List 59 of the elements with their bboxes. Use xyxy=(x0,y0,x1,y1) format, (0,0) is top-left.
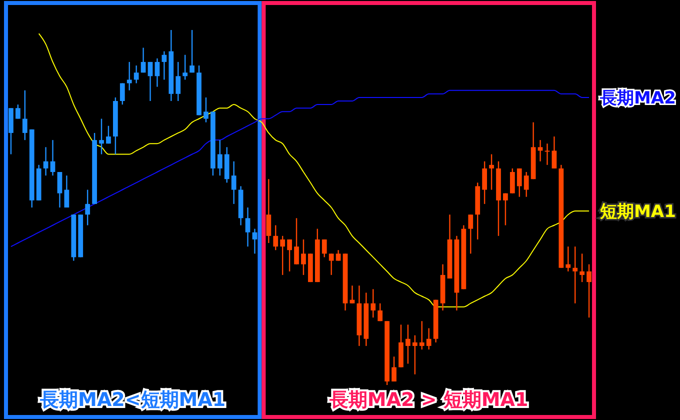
candlestick xyxy=(64,174,70,208)
candlestick xyxy=(50,139,56,176)
candlestick xyxy=(134,64,139,84)
candlestick xyxy=(586,264,592,318)
candlestick xyxy=(140,47,146,74)
candlestick xyxy=(552,136,557,170)
candlestick xyxy=(503,192,508,226)
candlestick xyxy=(328,253,334,276)
candlestick xyxy=(148,61,153,102)
candlestick xyxy=(154,58,160,88)
candlestick xyxy=(126,61,132,91)
series-label: 短期MA1 xyxy=(599,202,676,222)
candlestick xyxy=(280,235,286,276)
candlestick xyxy=(566,246,571,272)
candlestick xyxy=(182,54,188,80)
candlestick xyxy=(273,224,278,251)
candlestick xyxy=(350,285,355,304)
candlestick xyxy=(85,189,90,226)
candlestick xyxy=(106,125,111,144)
text: 長期MA2<短期MA1 xyxy=(39,389,226,411)
candlestick xyxy=(572,246,578,304)
candlestick xyxy=(217,139,222,176)
candlestick xyxy=(510,168,515,194)
candlestick xyxy=(99,118,104,155)
candlestick xyxy=(524,171,529,198)
candlestick xyxy=(266,178,272,244)
candlestick xyxy=(120,82,125,106)
candlestick xyxy=(412,334,418,375)
candlestick xyxy=(538,139,543,162)
candlestick xyxy=(370,288,376,318)
candlestick xyxy=(544,143,550,166)
candlestick xyxy=(489,154,494,190)
candlestick xyxy=(162,50,167,80)
candlestick xyxy=(482,160,487,205)
candlestick xyxy=(336,250,341,262)
candlestick xyxy=(245,206,250,248)
candlestick xyxy=(419,320,424,350)
series-label: 長期MA2 xyxy=(599,88,676,108)
candlestick xyxy=(204,96,208,123)
candlestick xyxy=(252,228,258,254)
candlestick xyxy=(176,61,181,102)
candlestick xyxy=(468,214,474,254)
candlestick xyxy=(15,104,20,120)
candlestick xyxy=(22,90,28,141)
text: 長期MA2 > 短期MA1 xyxy=(328,389,528,411)
candlestick xyxy=(57,171,62,208)
candlestick xyxy=(231,160,236,205)
candlestick xyxy=(406,324,410,364)
candlestick xyxy=(516,168,522,198)
candlestick xyxy=(294,218,299,265)
candlestick xyxy=(426,328,432,350)
candlestick xyxy=(580,253,585,283)
candlestick xyxy=(301,238,306,276)
candlestick xyxy=(392,356,396,382)
candlestick xyxy=(287,238,292,272)
candlestick xyxy=(322,238,327,258)
candlestick xyxy=(190,29,194,74)
candlestick xyxy=(43,146,48,176)
candlestick xyxy=(378,302,383,322)
